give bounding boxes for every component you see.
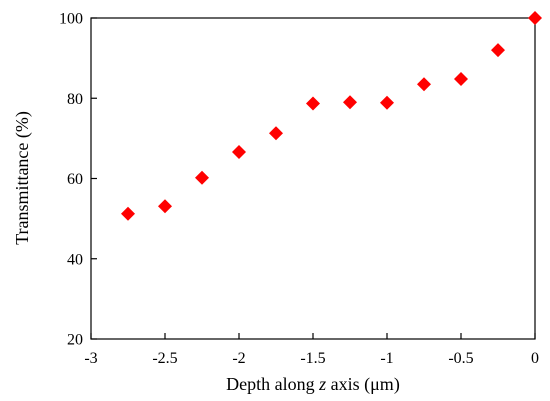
data-points xyxy=(121,11,542,221)
x-axis: -3 -2.5 -2 -1.5 -1 -0.5 0 xyxy=(84,333,539,367)
y-tick-label: 100 xyxy=(59,11,83,28)
x-tick-label: -2 xyxy=(232,350,245,367)
data-point xyxy=(380,95,394,110)
data-point xyxy=(491,43,505,58)
x-tick-label: -1 xyxy=(380,350,393,367)
x-tick-label: -0.5 xyxy=(448,350,473,367)
plot-frame xyxy=(90,17,536,340)
data-point xyxy=(306,96,320,111)
y-tick-label: 40 xyxy=(67,251,83,268)
x-axis-title-part: Depth along xyxy=(226,374,319,394)
x-tick-label: 0 xyxy=(531,350,539,367)
data-point xyxy=(158,199,172,214)
data-point xyxy=(269,126,283,141)
data-point xyxy=(343,95,357,110)
data-point xyxy=(454,72,468,86)
x-axis-title-part: z xyxy=(318,374,326,394)
data-point xyxy=(417,77,431,92)
y-tick-label: 60 xyxy=(67,171,83,188)
y-tick-label: 20 xyxy=(67,332,83,349)
y-axis: 20 40 60 80 100 xyxy=(59,11,97,349)
data-point xyxy=(528,11,542,25)
x-tick-label: -2.5 xyxy=(152,350,177,367)
x-tick-label: -3 xyxy=(84,350,97,367)
y-tick-label: 80 xyxy=(67,91,83,108)
y-axis-title: Transmittance (%) xyxy=(12,111,33,245)
x-axis-title: Depth along z axis (μm) xyxy=(226,374,400,395)
data-point xyxy=(121,206,135,221)
x-tick-label: -1.5 xyxy=(300,350,325,367)
data-point xyxy=(232,145,246,159)
data-point xyxy=(195,170,209,185)
x-axis-title-part: axis (μm) xyxy=(326,374,400,395)
